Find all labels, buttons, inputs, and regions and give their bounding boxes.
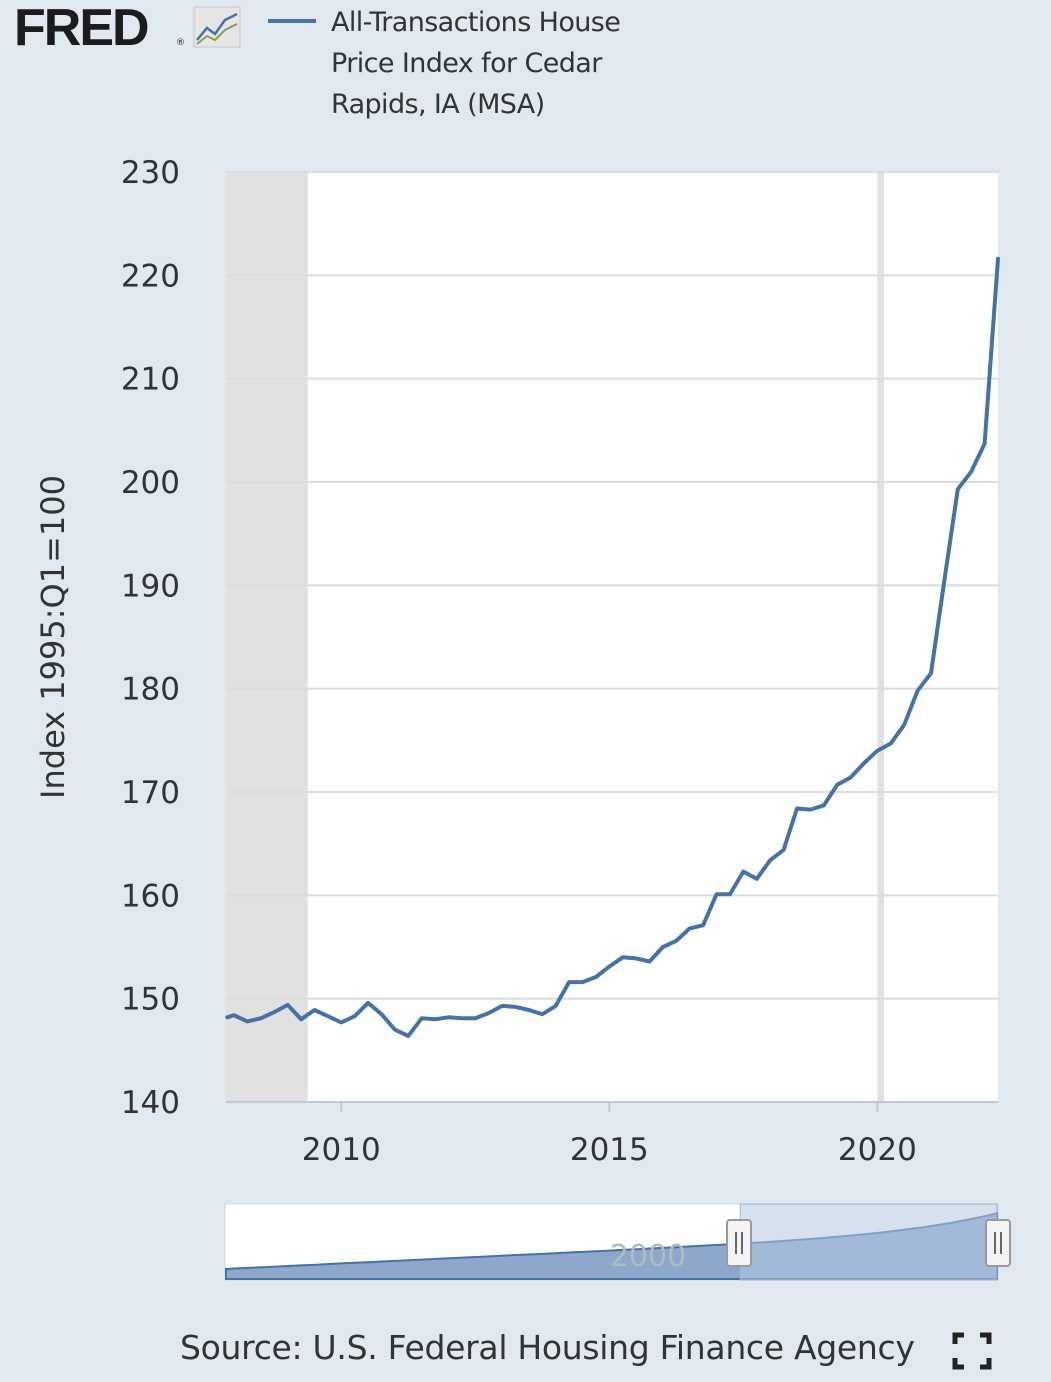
source-note: Source: U.S. Federal Housing Finance Age…: [180, 1328, 915, 1367]
y-tick-label: 210: [121, 362, 180, 398]
fullscreen-icon[interactable]: [952, 1332, 992, 1370]
recession-shade: [877, 172, 885, 1102]
recession-shade: [226, 172, 308, 1102]
legend-series-swatch[interactable]: [268, 19, 316, 23]
y-axis-label: Index 1995:Q1=100: [34, 475, 72, 799]
plot-area: [226, 172, 998, 1102]
range-navigator[interactable]: 2000: [0, 0, 1051, 1300]
x-tick-label: 2020: [838, 1132, 917, 1168]
navigator-right-handle[interactable]: [985, 1219, 1011, 1267]
y-tick-label: 170: [121, 775, 180, 811]
navigator-left-handle[interactable]: [726, 1219, 752, 1267]
graph-line-icon: [193, 6, 241, 48]
legend-series-label[interactable]: All-Transactions House Price Index for C…: [331, 7, 621, 120]
y-tick-label: 230: [121, 155, 180, 191]
main-chart[interactable]: 140 150 160 170 180 190 200 210 220 230 2010 2015 2…: [0, 0, 1051, 1200]
y-tick-label: 150: [121, 982, 180, 1018]
navigator-selected-range[interactable]: [739, 1203, 998, 1281]
chart-header: FRED ® All-Transactions House Price Inde…: [0, 0, 1051, 130]
y-tick-label: 180: [121, 672, 180, 708]
x-tick-label: 2015: [570, 1132, 649, 1168]
series-line[interactable]: [225, 256, 1000, 1038]
y-tick-label: 190: [121, 568, 180, 604]
y-tick-label: 160: [121, 878, 180, 914]
y-tick-label: 220: [121, 258, 180, 294]
y-tick-label: 140: [121, 1085, 180, 1121]
x-tick-label: 2010: [302, 1132, 381, 1168]
y-tick-label: 200: [121, 465, 180, 501]
fred-logo-registered-mark: ®: [176, 38, 185, 48]
fred-logo[interactable]: FRED: [14, 0, 150, 57]
navigator-year-label: 2000: [610, 1239, 686, 1274]
